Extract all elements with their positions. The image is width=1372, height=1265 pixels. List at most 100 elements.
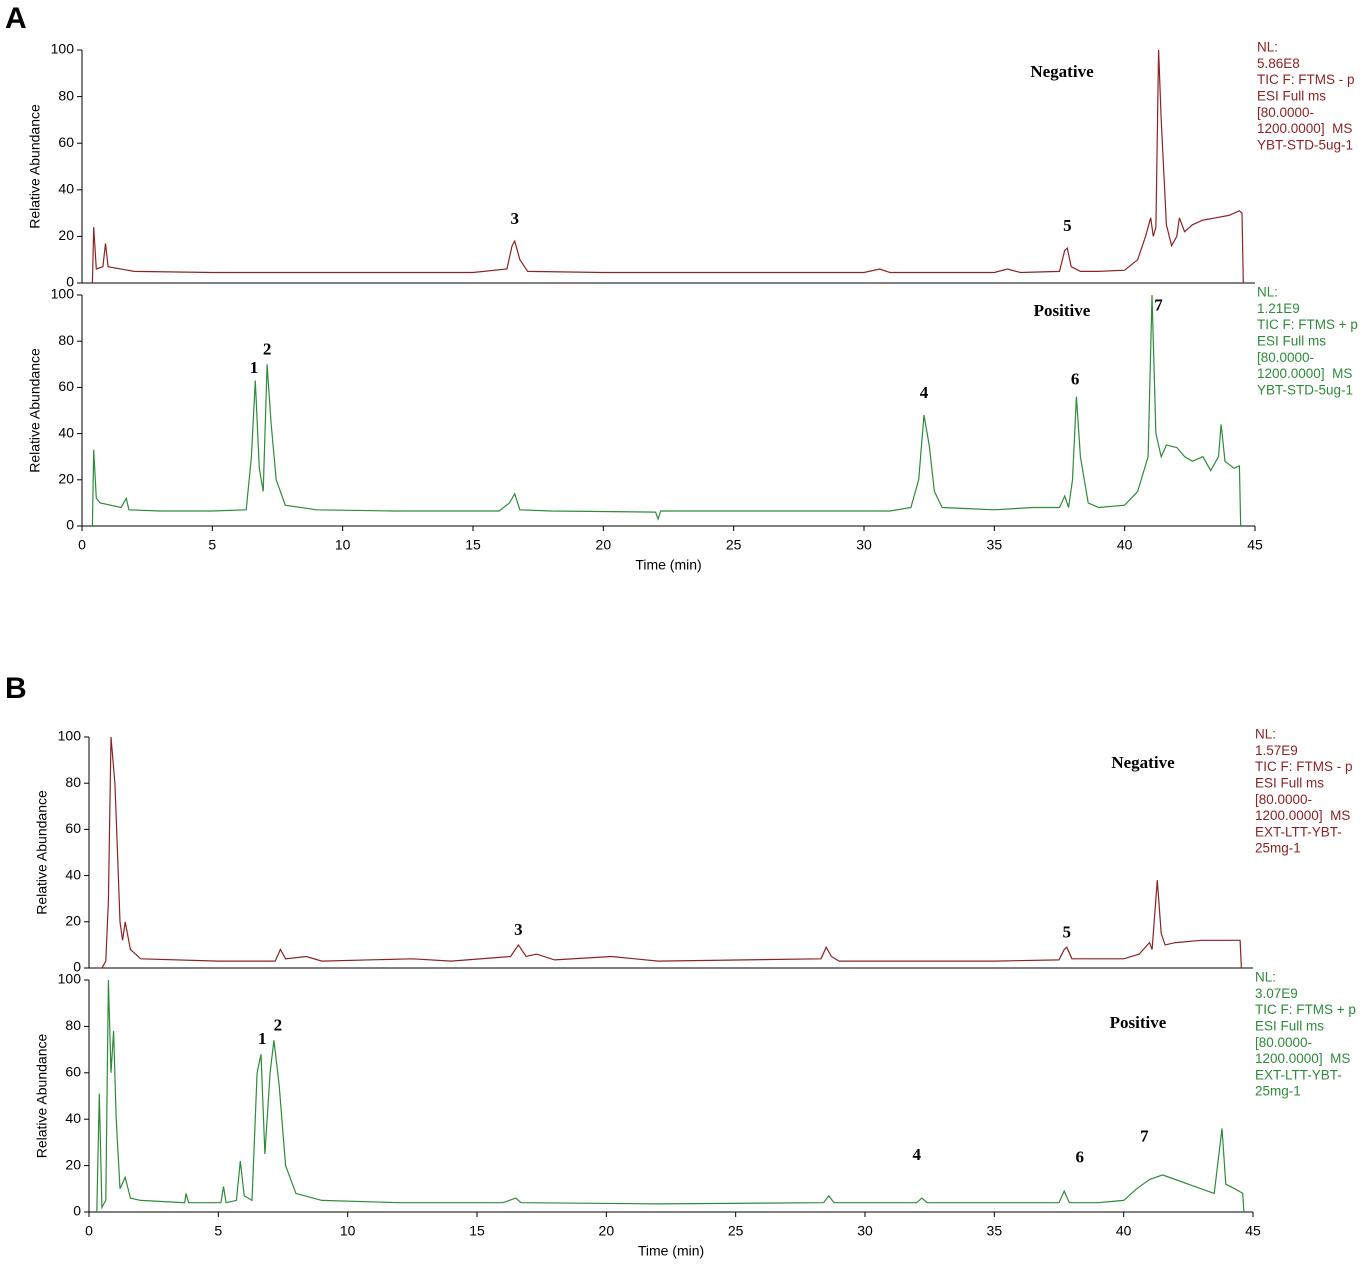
y-tick-label: 0: [66, 517, 74, 533]
info-text: EXT-LTT-YBT-: [1255, 824, 1342, 839]
x-tick-label: 40: [1117, 537, 1133, 553]
info-text: ESI Full ms: [1257, 333, 1326, 348]
info-text: TIC F: FTMS - p: [1255, 759, 1353, 774]
x-tick-label: 5: [214, 1223, 222, 1239]
peak-label: 3: [514, 920, 523, 939]
mode-label: Negative: [1111, 753, 1175, 772]
x-tick-label: 10: [340, 1223, 356, 1239]
panel-label: A: [5, 2, 27, 35]
x-tick-label: 25: [728, 1223, 744, 1239]
x-tick-label: 35: [987, 1223, 1003, 1239]
y-tick-label: 80: [65, 774, 81, 790]
info-text: [80.0000-: [1255, 792, 1312, 807]
x-tick-label: 15: [465, 537, 481, 553]
y-tick-label: 80: [58, 87, 74, 103]
trace: [91, 294, 1242, 527]
y-axis-label: Relative Abundance: [27, 348, 43, 473]
y-tick-label: 40: [58, 424, 74, 440]
info-text: [80.0000-: [1257, 105, 1314, 120]
info-text: 25mg-1: [1255, 841, 1301, 856]
info-text: [80.0000-: [1257, 350, 1314, 365]
info-text: 5.86E8: [1257, 56, 1300, 71]
info-text: 1200.0000] MS: [1255, 808, 1350, 823]
info-text: 1200.0000] MS: [1257, 366, 1352, 381]
info-text: NL:: [1255, 727, 1276, 742]
x-axis-label: Time (min): [635, 557, 701, 573]
panel-label: B: [5, 672, 27, 705]
y-tick-label: 60: [65, 820, 81, 836]
mode-label: Positive: [1034, 301, 1091, 320]
info-text: 1200.0000] MS: [1257, 121, 1352, 136]
y-tick-label: 100: [58, 728, 82, 744]
x-tick-label: 20: [596, 537, 612, 553]
x-tick-label: 0: [85, 1223, 93, 1239]
info-text: TIC F: FTMS + p: [1255, 1002, 1356, 1017]
info-text: [80.0000-: [1255, 1035, 1312, 1050]
x-tick-label: 15: [469, 1223, 485, 1239]
info-text: NL:: [1255, 970, 1276, 985]
peak-label: 2: [263, 339, 272, 358]
y-tick-label: 100: [51, 286, 75, 302]
x-tick-label: 10: [335, 537, 351, 553]
info-text: TIC F: FTMS + p: [1257, 317, 1358, 332]
x-tick-label: 45: [1245, 1223, 1261, 1239]
y-tick-label: 40: [65, 866, 81, 882]
y-tick-label: 60: [65, 1064, 81, 1080]
peak-label: 6: [1071, 369, 1080, 388]
info-text: NL:: [1257, 285, 1278, 300]
info-text: EXT-LTT-YBT-: [1255, 1067, 1342, 1082]
info-text: YBT-STD-5ug-1: [1257, 137, 1353, 152]
info-text: ESI Full ms: [1255, 775, 1324, 790]
y-axis-label: Relative Abundance: [34, 790, 50, 915]
y-tick-label: 60: [58, 134, 74, 150]
x-tick-label: 5: [208, 537, 216, 553]
info-text: TIC F: FTMS - p: [1257, 72, 1355, 87]
trace: [96, 979, 1245, 1213]
x-tick-label: 30: [857, 1223, 873, 1239]
info-text: 25mg-1: [1255, 1084, 1301, 1099]
x-tick-label: 0: [78, 537, 86, 553]
x-axis-label: Time (min): [638, 1243, 704, 1259]
y-tick-label: 20: [58, 227, 74, 243]
info-text: ESI Full ms: [1257, 88, 1326, 103]
x-tick-label: 30: [856, 537, 872, 553]
y-axis-label: Relative Abundance: [34, 1034, 50, 1159]
y-tick-label: 100: [58, 971, 82, 987]
peak-label: 4: [920, 383, 929, 402]
x-tick-label: 40: [1116, 1223, 1132, 1239]
y-tick-label: 60: [58, 378, 74, 394]
x-tick-label: 45: [1247, 537, 1263, 553]
y-tick-label: 100: [51, 41, 75, 57]
y-tick-label: 80: [58, 332, 74, 348]
info-text: 1.21E9: [1257, 301, 1300, 316]
trace: [91, 49, 1244, 284]
info-text: YBT-STD-5ug-1: [1257, 382, 1353, 397]
peak-label: 3: [510, 209, 519, 228]
x-tick-label: 20: [599, 1223, 615, 1239]
y-tick-label: 20: [65, 913, 81, 929]
peak-label: 1: [250, 358, 259, 377]
x-tick-label: 25: [726, 537, 742, 553]
peak-label: 6: [1075, 1148, 1084, 1167]
y-tick-label: 20: [58, 471, 74, 487]
y-tick-label: 0: [66, 274, 74, 290]
info-text: 1.57E9: [1255, 743, 1298, 758]
info-text: ESI Full ms: [1255, 1018, 1324, 1033]
y-tick-label: 80: [65, 1017, 81, 1033]
y-tick-label: 0: [73, 959, 81, 975]
peak-label: 5: [1063, 922, 1072, 941]
y-axis-label: Relative Abundance: [27, 104, 43, 229]
peak-label: 5: [1063, 216, 1072, 235]
peak-label: 7: [1140, 1127, 1149, 1146]
peak-label: 1: [258, 1029, 267, 1048]
info-text: 1200.0000] MS: [1255, 1051, 1350, 1066]
trace: [99, 736, 1242, 969]
y-tick-label: 40: [58, 181, 74, 197]
mode-label: Positive: [1110, 1013, 1167, 1032]
mode-label: Negative: [1030, 62, 1094, 81]
peak-label: 7: [1154, 295, 1163, 314]
y-tick-label: 20: [65, 1156, 81, 1172]
peak-label: 4: [912, 1145, 921, 1164]
